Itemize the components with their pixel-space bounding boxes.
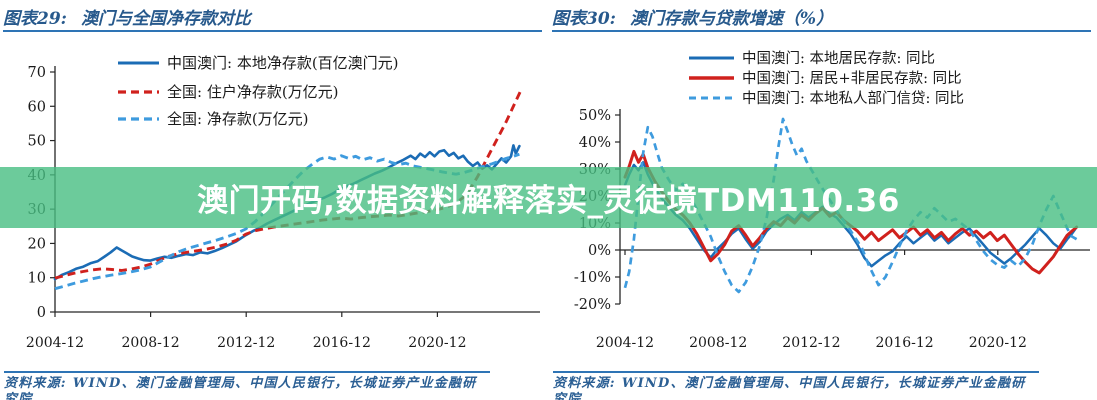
y-tick-label: -20% <box>574 297 611 313</box>
source-label: 资料来源: <box>553 376 616 391</box>
x-tick-label: 2016-12 <box>876 335 934 351</box>
y-tick-label: 50% <box>579 108 611 124</box>
legend-label: 全国: 住户净存款(万亿元) <box>167 83 339 101</box>
y-tick-label: 10 <box>28 271 46 287</box>
legend-label: 中国澳门: 居民+非居民存款: 同比 <box>742 70 962 87</box>
x-tick-label: 2004-12 <box>596 335 654 351</box>
source-note-right: 资料来源: WIND、澳门金融管理局、中国人民银行，长城证券产业金融研究院 <box>553 371 1039 400</box>
x-tick-label: 2012-12 <box>217 335 275 351</box>
legend-label: 中国澳门: 本地居民存款: 同比 <box>742 50 935 67</box>
series-line-0-1 <box>54 90 522 280</box>
x-tick-label: 2020-12 <box>408 335 466 351</box>
source-label: 资料来源: <box>4 376 67 391</box>
watermark-text: 澳门开码,数据资料解释落实_灵徒境TDM110.36 <box>197 183 900 219</box>
y-tick-label: 70 <box>28 65 46 81</box>
y-tick-label: 50 <box>28 134 46 150</box>
chart-29-number: 图表29: <box>3 9 67 29</box>
y-tick-label: 40% <box>579 135 611 151</box>
legend-label: 全国: 净存款(万亿元) <box>167 110 309 128</box>
chart-29-name: 澳门与全国净存款对比 <box>80 9 251 29</box>
legend-label: 中国澳门: 本地净存款(百亿澳门元) <box>167 54 399 72</box>
y-tick-label: 0% <box>588 243 611 259</box>
chart-30-number: 图表30: <box>552 9 616 29</box>
y-tick-label: 60 <box>28 99 46 115</box>
legend-label: 中国澳门: 本地私人部门信贷: 同比 <box>742 90 964 107</box>
watermark-banner: 澳门开码,数据资料解释落实_灵徒境TDM110.36 <box>0 167 1097 228</box>
x-tick-label: 2008-12 <box>689 335 747 351</box>
source-text: WIND、澳门金融管理局、中国人民银行，长城证券产业金融研究院 <box>4 376 477 400</box>
chart-30-name: 澳门存款与贷款增速（%） <box>629 9 834 29</box>
net-deposits-line-chart: 0102030405060702004-122008-122012-122016… <box>26 54 540 351</box>
source-text: WIND、澳门金融管理局、中国人民银行，长城证券产业金融研究院 <box>553 376 1026 400</box>
y-tick-label: 0 <box>37 305 46 321</box>
chart-30-title: 图表30: 澳门存款与贷款增速（%） <box>552 4 1091 32</box>
x-tick-label: 2020-12 <box>969 335 1027 351</box>
series-line-1-0 <box>623 161 1078 268</box>
chart-29-title: 图表29: 澳门与全国净存款对比 <box>3 4 542 32</box>
x-tick-label: 2008-12 <box>122 335 180 351</box>
x-tick-label: 2004-12 <box>26 335 84 351</box>
source-note-left: 资料来源: WIND、澳门金融管理局、中国人民银行，长城证券产业金融研究院 <box>4 371 490 400</box>
x-tick-label: 2016-12 <box>313 335 371 351</box>
y-tick-label: -10% <box>574 270 611 286</box>
x-tick-label: 2012-12 <box>782 335 840 351</box>
y-tick-label: 20 <box>28 236 46 252</box>
